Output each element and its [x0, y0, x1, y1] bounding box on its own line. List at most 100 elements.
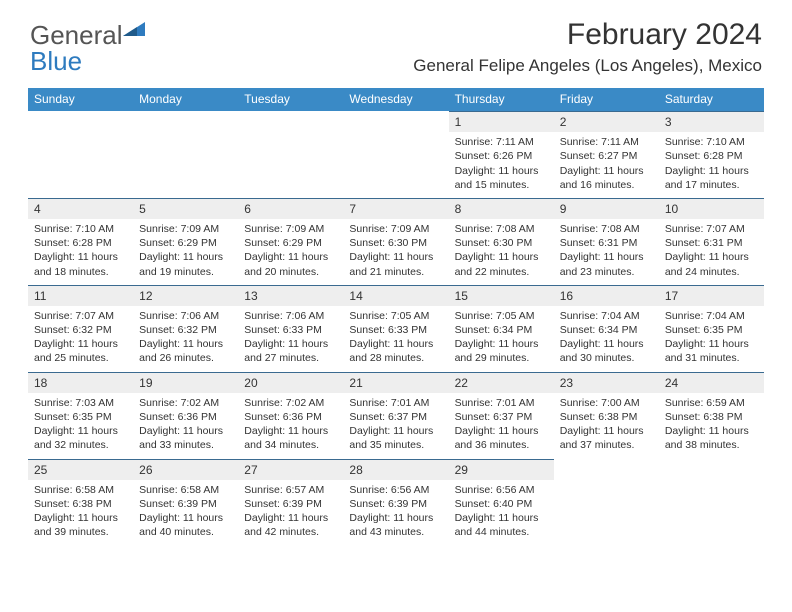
sunrise-line: Sunrise: 7:06 AM — [139, 309, 232, 323]
sunrise-line: Sunrise: 7:10 AM — [34, 222, 127, 236]
day-number: 22 — [449, 372, 554, 393]
daylight-line-2: and 15 minutes. — [455, 178, 548, 192]
daylight-line-2: and 39 minutes. — [34, 525, 127, 539]
daylight-line-1: Daylight: 11 hours — [139, 424, 232, 438]
daylight-line-1: Daylight: 11 hours — [244, 337, 337, 351]
day-number: 15 — [449, 285, 554, 306]
daylight-line-2: and 18 minutes. — [34, 265, 127, 279]
daylight-line-2: and 21 minutes. — [349, 265, 442, 279]
sunset-line: Sunset: 6:33 PM — [244, 323, 337, 337]
daylight-line-2: and 30 minutes. — [560, 351, 653, 365]
sunset-line: Sunset: 6:34 PM — [560, 323, 653, 337]
day-number: 26 — [133, 459, 238, 480]
day-number: 21 — [343, 372, 448, 393]
day-cell: 26Sunrise: 6:58 AMSunset: 6:39 PMDayligh… — [133, 459, 238, 546]
daylight-line-1: Daylight: 11 hours — [455, 164, 548, 178]
day-number: 23 — [554, 372, 659, 393]
sunset-line: Sunset: 6:27 PM — [560, 149, 653, 163]
daylight-line-2: and 23 minutes. — [560, 265, 653, 279]
empty-cell — [554, 459, 659, 546]
daylight-line-1: Daylight: 11 hours — [349, 511, 442, 525]
daylight-line-2: and 32 minutes. — [34, 438, 127, 452]
sunset-line: Sunset: 6:32 PM — [34, 323, 127, 337]
sunset-line: Sunset: 6:36 PM — [244, 410, 337, 424]
daylight-line-2: and 36 minutes. — [455, 438, 548, 452]
daylight-line-1: Daylight: 11 hours — [34, 511, 127, 525]
daylight-line-1: Daylight: 11 hours — [560, 424, 653, 438]
sunset-line: Sunset: 6:39 PM — [139, 497, 232, 511]
daylight-line-1: Daylight: 11 hours — [34, 250, 127, 264]
day-number: 6 — [238, 198, 343, 219]
daylight-line-1: Daylight: 11 hours — [455, 511, 548, 525]
day-cell: 28Sunrise: 6:56 AMSunset: 6:39 PMDayligh… — [343, 459, 448, 546]
day-number: 4 — [28, 198, 133, 219]
day-cell: 14Sunrise: 7:05 AMSunset: 6:33 PMDayligh… — [343, 285, 448, 372]
sunrise-line: Sunrise: 7:07 AM — [34, 309, 127, 323]
daylight-line-2: and 42 minutes. — [244, 525, 337, 539]
sunrise-line: Sunrise: 7:07 AM — [665, 222, 758, 236]
empty-cell — [659, 459, 764, 546]
sunset-line: Sunset: 6:35 PM — [34, 410, 127, 424]
sunrise-line: Sunrise: 7:05 AM — [455, 309, 548, 323]
day-number: 8 — [449, 198, 554, 219]
weekday-header-row: SundayMondayTuesdayWednesdayThursdayFrid… — [28, 88, 764, 111]
day-cell: 22Sunrise: 7:01 AMSunset: 6:37 PMDayligh… — [449, 372, 554, 459]
sunset-line: Sunset: 6:36 PM — [139, 410, 232, 424]
logo-text-blue: Blue — [30, 46, 82, 76]
week-row: 18 Sunrise: 7:03 AMSunset: 6:35 PM Dayligh… — [28, 372, 764, 459]
daylight-line-1: Daylight: 11 hours — [139, 511, 232, 525]
daylight-line-1: Daylight: 11 hours — [244, 424, 337, 438]
day-cell: 1Sunrise: 7:11 AMSunset: 6:26 PMDaylight… — [449, 111, 554, 198]
day-number: 18 — [28, 372, 133, 393]
daylight-line-2: and 40 minutes. — [139, 525, 232, 539]
daylight-line-1: Daylight: 11 hours — [455, 424, 548, 438]
sunset-line: Sunset: 6:33 PM — [349, 323, 442, 337]
daylight-line-2: and 20 minutes. — [244, 265, 337, 279]
sunrise-line: Sunrise: 7:09 AM — [244, 222, 337, 236]
daylight-line-1: Daylight: 11 hours — [349, 250, 442, 264]
sunset-line: Sunset: 6:37 PM — [349, 410, 442, 424]
week-row: 11Sunrise: 7:07 AMSunset: 6:32 PMDayligh… — [28, 285, 764, 372]
day-cell: 7Sunrise: 7:09 AMSunset: 6:30 PMDaylight… — [343, 198, 448, 285]
day-number: 17 — [659, 285, 764, 306]
day-cell: 13Sunrise: 7:06 AMSunset: 6:33 PMDayligh… — [238, 285, 343, 372]
day-number: 12 — [133, 285, 238, 306]
daylight-line-2: and 22 minutes. — [455, 265, 548, 279]
sunrise-line: Sunrise: 6:57 AM — [244, 483, 337, 497]
daylight-line-2: and 26 minutes. — [139, 351, 232, 365]
daylight-line-2: and 19 minutes. — [139, 265, 232, 279]
daylight-line-2: and 38 minutes. — [665, 438, 758, 452]
sunset-line: Sunset: 6:26 PM — [455, 149, 548, 163]
day-cell: 16Sunrise: 7:04 AMSunset: 6:34 PMDayligh… — [554, 285, 659, 372]
sunrise-line: Sunrise: 7:11 AM — [560, 135, 653, 149]
daylight-line-2: and 43 minutes. — [349, 525, 442, 539]
logo-triangle-icon — [123, 22, 145, 36]
daylight-line-1: Daylight: 11 hours — [349, 424, 442, 438]
daylight-line-1: Daylight: 11 hours — [665, 164, 758, 178]
sunrise-line: Sunrise: 7:03 AM — [34, 396, 127, 410]
day-cell: 25Sunrise: 6:58 AMSunset: 6:38 PMDayligh… — [28, 459, 133, 546]
day-number: 10 — [659, 198, 764, 219]
weeks-container: 1Sunrise: 7:11 AMSunset: 6:26 PMDaylight… — [28, 111, 764, 545]
daylight-line-2: and 33 minutes. — [139, 438, 232, 452]
sunset-line: Sunset: 6:38 PM — [560, 410, 653, 424]
day-number: 14 — [343, 285, 448, 306]
daylight-line-2: and 34 minutes. — [244, 438, 337, 452]
day-number: 2 — [554, 111, 659, 132]
sunrise-line: Sunrise: 6:58 AM — [34, 483, 127, 497]
daylight-line-1: Daylight: 11 hours — [139, 337, 232, 351]
day-number: 5 — [133, 198, 238, 219]
daylight-line-1: Daylight: 11 hours — [665, 424, 758, 438]
day-cell: 17Sunrise: 7:04 AMSunset: 6:35 PMDayligh… — [659, 285, 764, 372]
sunset-line: Sunset: 6:31 PM — [665, 236, 758, 250]
day-number: 20 — [238, 372, 343, 393]
logo: General Blue — [30, 22, 145, 74]
sunrise-line: Sunrise: 7:09 AM — [139, 222, 232, 236]
sunrise-line: Sunrise: 7:05 AM — [349, 309, 442, 323]
daylight-line-2: and 17 minutes. — [665, 178, 758, 192]
sunrise-line: Sunrise: 7:11 AM — [455, 135, 548, 149]
day-cell: 3Sunrise: 7:10 AMSunset: 6:28 PMDaylight… — [659, 111, 764, 198]
sunrise-line: Sunrise: 7:10 AM — [665, 135, 758, 149]
sunset-line: Sunset: 6:30 PM — [455, 236, 548, 250]
day-number: 28 — [343, 459, 448, 480]
